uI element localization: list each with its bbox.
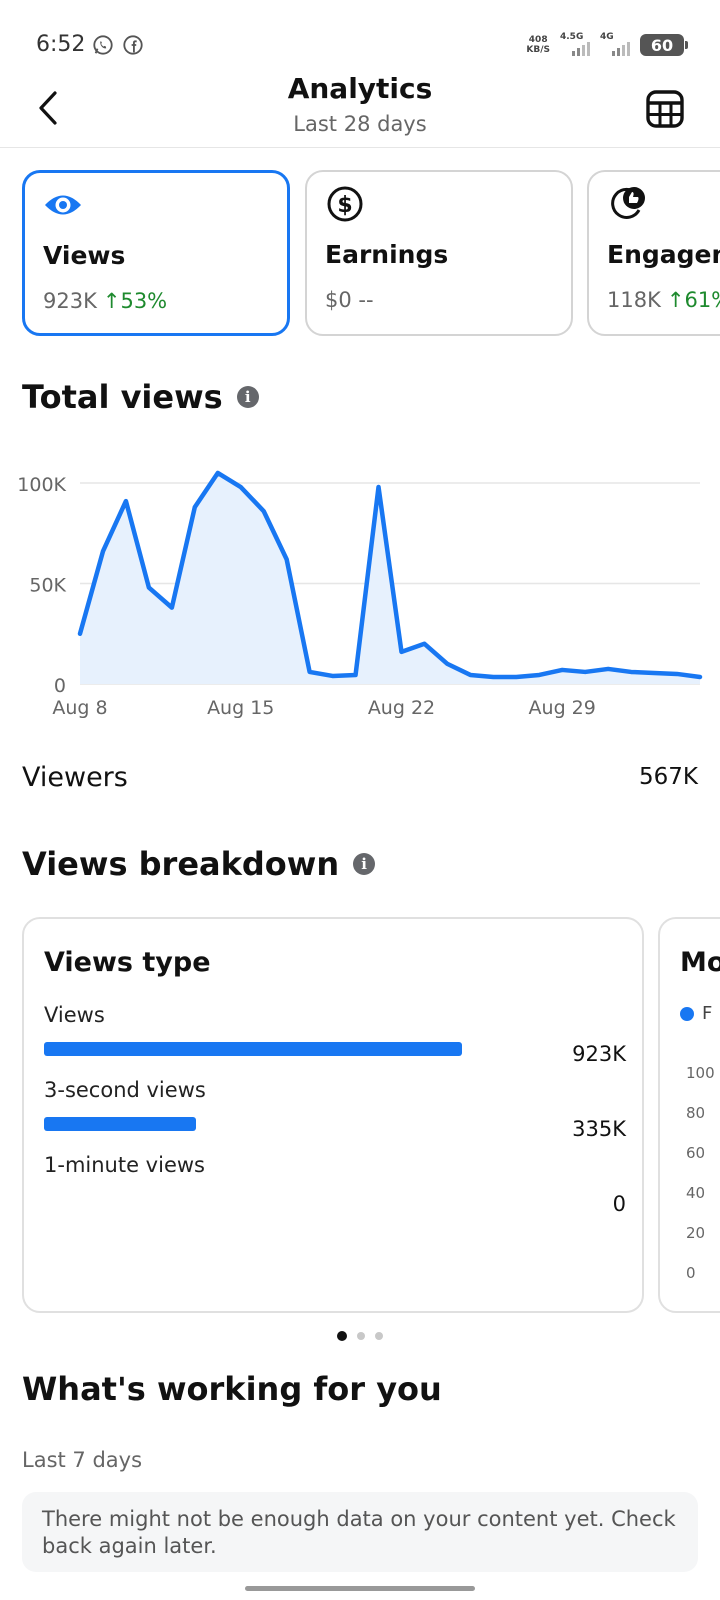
- views-type-label: 3-second views: [44, 1078, 206, 1102]
- whats-working-heading: What's working for you: [22, 1370, 442, 1408]
- whats-working-title: What's working for you: [22, 1370, 442, 1408]
- metric-card-earnings[interactable]: $ Earnings $0 --: [305, 170, 573, 336]
- network-speed-unit: KB/S: [526, 45, 550, 55]
- signal-1: 4.5G: [560, 32, 590, 56]
- dollar-icon: $: [327, 186, 363, 222]
- viewers-row: Viewers 567K: [22, 762, 698, 802]
- date-range-subtitle[interactable]: Last 28 days: [293, 112, 427, 136]
- legend-dot-icon: [680, 1006, 694, 1021]
- svg-text:$: $: [337, 193, 352, 218]
- axis-tick: 100: [686, 1064, 715, 1082]
- metric-card-views[interactable]: Views 923K ↑53%: [22, 170, 290, 336]
- total-views-heading: Total views i: [22, 378, 259, 416]
- next-card-axis: 100 80 60 40 20 0: [686, 1053, 715, 1293]
- axis-tick: 80: [686, 1104, 706, 1122]
- legend-label: F: [702, 1003, 713, 1024]
- x-tick-label: Aug 29: [529, 697, 596, 719]
- facebook-icon: [123, 35, 143, 55]
- metric-card-engagement[interactable]: Engagement 118K↑61%: [587, 170, 720, 336]
- eye-icon: [45, 195, 81, 215]
- views-type-bar: [44, 1117, 196, 1131]
- axis-tick: 20: [686, 1224, 706, 1242]
- app-header: Analytics Last 28 days: [0, 70, 720, 148]
- views-type-row: 3-second views 335K: [44, 1078, 626, 1141]
- chevron-left-icon: [39, 91, 57, 125]
- y-tick-label: 50K: [29, 575, 66, 597]
- metric-value-text: 118K: [607, 288, 661, 312]
- status-right: 408 KB/S 4.5G 4G 60: [526, 30, 688, 60]
- total-views-chart: 0 50K 100K Aug 8 Aug 15 Aug 22 Aug 29: [0, 455, 720, 725]
- home-indicator[interactable]: [245, 1586, 475, 1591]
- metric-value-text: $0 --: [325, 288, 374, 312]
- status-time: 6:52: [36, 32, 86, 57]
- views-type-value: 923K: [572, 1042, 626, 1066]
- total-views-title: Total views: [22, 378, 223, 416]
- metric-change: ↑61%: [666, 288, 720, 312]
- metric-value: 923K ↑53%: [43, 289, 167, 313]
- network-speed: 408 KB/S: [526, 35, 550, 55]
- pagination-dot[interactable]: [375, 1332, 383, 1340]
- thumbs-up-icon: [611, 187, 645, 219]
- info-icon[interactable]: i: [236, 386, 259, 408]
- battery-level: 60: [650, 35, 674, 55]
- views-type-value: 335K: [572, 1117, 626, 1141]
- x-tick-label: Aug 22: [368, 697, 435, 719]
- x-tick-label: Aug 8: [52, 697, 107, 719]
- views-type-card: Views type Views 923K 3-second views 335…: [22, 917, 644, 1313]
- views-type-row: Views 923K: [44, 1003, 626, 1066]
- views-breakdown-title: Views breakdown: [22, 845, 340, 883]
- metric-value-text: 923K: [43, 289, 97, 313]
- carousel-pagination: [0, 1331, 720, 1341]
- axis-tick: 40: [686, 1184, 706, 1202]
- x-tick-label: Aug 15: [207, 697, 274, 719]
- empty-data-notice: There might not be enough data on your c…: [22, 1492, 698, 1572]
- y-tick-label: 0: [54, 675, 66, 697]
- whatsapp-icon: [93, 35, 113, 55]
- signal-bars-icon: [612, 42, 630, 56]
- next-breakdown-card: Mo F 100 80 60 40 20 0: [658, 917, 720, 1313]
- back-button[interactable]: [30, 88, 66, 128]
- views-type-title: Views type: [44, 947, 211, 978]
- network-speed-value: 408: [528, 35, 548, 45]
- views-type-label: Views: [44, 1003, 105, 1027]
- signal-2: 4G: [600, 32, 630, 56]
- signal-bars-icon: [572, 42, 590, 56]
- views-type-value: 0: [612, 1192, 626, 1216]
- next-card-title: Mo: [680, 947, 720, 978]
- axis-tick: 0: [686, 1264, 696, 1282]
- metric-cards: Views 923K↑53% $ Earnings $0 -- Engageme…: [22, 170, 720, 338]
- viewers-label: Viewers: [22, 762, 128, 793]
- table-view-button[interactable]: [644, 88, 686, 130]
- breakdown-carousel[interactable]: Views type Views 923K 3-second views 335…: [22, 917, 720, 1317]
- views-breakdown-heading: Views breakdown i: [22, 845, 376, 883]
- info-icon[interactable]: i: [353, 853, 376, 875]
- axis-tick: 60: [686, 1144, 706, 1162]
- metric-label: Engagement: [607, 240, 720, 269]
- pagination-dot[interactable]: [357, 1332, 365, 1340]
- views-type-label: 1-minute views: [44, 1153, 205, 1177]
- views-chart-svg: 0 50K 100K Aug 8 Aug 15 Aug 22 Aug 29: [17, 470, 703, 719]
- metric-label: Earnings: [325, 240, 449, 269]
- views-line: [77, 470, 703, 680]
- page-title: Analytics: [287, 72, 433, 105]
- whats-working-subtitle: Last 7 days: [22, 1448, 143, 1472]
- views-type-row: 1-minute views 0: [44, 1153, 626, 1216]
- y-tick-label: 100K: [17, 474, 66, 496]
- battery-icon: 60: [640, 34, 688, 56]
- signal-2-label: 4G: [600, 32, 614, 42]
- signal-1-label: 4.5G: [560, 32, 584, 42]
- viewers-value: 567K: [639, 764, 698, 790]
- metric-change: ↑53%: [102, 289, 168, 313]
- metric-label: Views: [43, 241, 126, 270]
- views-type-bar: [44, 1042, 462, 1056]
- metric-value: 118K↑61%: [607, 288, 720, 312]
- next-card-legend: F: [680, 1003, 712, 1024]
- pagination-dot-active[interactable]: [337, 1331, 347, 1341]
- table-icon: [646, 90, 684, 128]
- status-bar: 6:52 408 KB/S 4.5G 4G 60: [0, 0, 720, 70]
- metric-value: $0 --: [325, 288, 380, 312]
